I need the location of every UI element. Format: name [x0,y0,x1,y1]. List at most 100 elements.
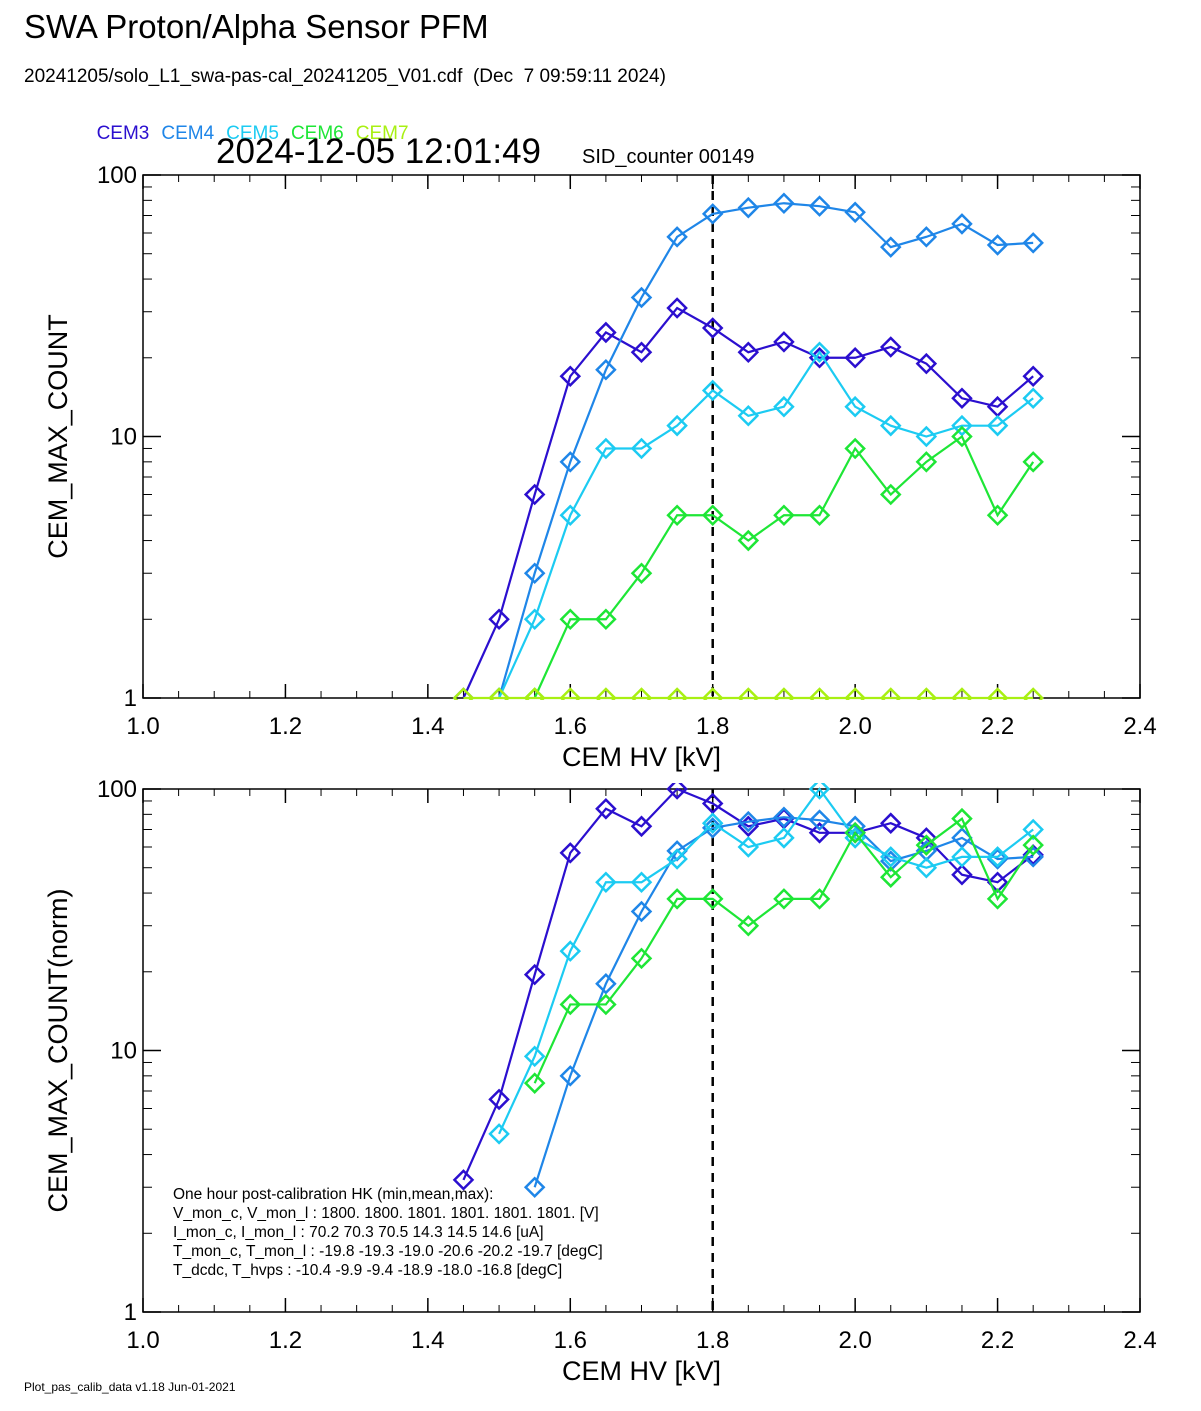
data-point [773,331,795,353]
x-tick-label: 1.0 [126,1327,159,1354]
file-subtitle: 20241205/solo_L1_swa-pas-cal_20241205_V0… [24,66,666,87]
series-cem6 [523,425,1044,700]
data-point [595,358,617,381]
series-line-cem6 [533,434,1035,699]
series-cem5 [488,783,1044,1145]
data-point [523,963,546,986]
data-point [488,1088,510,1111]
data-point [666,783,688,800]
data-point [630,815,653,838]
data-point [559,365,582,388]
data-point [808,809,831,831]
chart-top: 1.0 1.2 1.4 1.6 1.8 2.0 2.2 2.4 1 10 100 CEM HV [kV… [43,162,1157,772]
data-point [986,234,1009,256]
data-point [808,888,831,910]
data-point [523,1045,546,1068]
data-point [595,687,617,700]
data-point [666,888,688,910]
data-point [844,687,866,700]
data-point [666,848,688,870]
data-point [1022,451,1044,473]
x-tick-label: 1.2 [269,713,302,740]
x-tick-label: 1.8 [696,713,729,740]
data-point [951,687,973,700]
y-tick-label: 1 [124,1299,137,1326]
data-point [701,888,724,910]
hk-line: V_mon_c, V_mon_l : 1800. 1800. 1801. 180… [173,1205,599,1222]
data-point [844,201,866,224]
data-point [986,414,1009,437]
data-point [879,812,902,834]
data-point [630,687,653,700]
data-point [1022,687,1044,700]
legend-item-cem4: CEM4 [161,123,215,144]
data-point [773,395,795,418]
data-point [701,812,724,834]
data-point [559,608,582,631]
data-point [915,834,938,856]
data-point [915,687,938,700]
data-point [879,414,902,437]
data-point [701,317,724,339]
chart-bottom: 1.0 1.2 1.4 1.6 1.8 2.0 2.2 2.4 1 10 100 CEM HV [kV… [43,776,1157,1386]
series-cem6 [523,807,1044,1094]
data-point [666,226,688,248]
data-point [523,1176,546,1199]
data-point [630,341,653,364]
data-point [559,451,582,473]
data-point [595,321,617,344]
data-point [523,687,546,700]
data-point [737,529,760,552]
data-point [523,608,546,631]
x-tick-label: 1.2 [269,1327,302,1354]
data-point [523,1072,546,1094]
data-point [1022,834,1044,856]
x-axis-label: CEM HV [kV] [562,742,721,772]
data-point [986,504,1009,526]
data-point [630,562,653,585]
data-point [559,1065,582,1087]
x-tick-label: 1.4 [411,1327,444,1354]
data-point [844,395,866,418]
data-point [808,341,831,364]
x-axis-label: CEM HV [kV] [562,1356,721,1386]
y-tick-label: 10 [110,424,137,451]
data-point [666,504,688,526]
y-tick-label: 100 [97,162,137,189]
plot-frame [142,174,1141,699]
data-point [915,451,938,473]
data-point [773,806,795,828]
series-line-cem3 [462,306,1034,699]
data-point [701,203,724,225]
data-point [559,687,582,700]
data-point [773,888,795,910]
data-point [986,846,1009,868]
data-point [844,437,866,460]
series-line-cem4 [533,816,1034,1188]
y-axis-label: CEM_MAX_COUNT [43,314,73,559]
data-point [808,783,831,800]
legend-item-cem6: CEM6 [290,123,344,144]
series-line-cem4 [498,202,1034,699]
data-point [951,863,973,886]
data-point [523,562,546,585]
data-point [701,379,724,402]
data-point [666,414,688,437]
series-line-cem6 [533,816,1035,1084]
data-point [595,993,617,1016]
hk-line: One hour post-calibration HK (min,mean,m… [173,1186,493,1203]
data-point [595,437,617,460]
data-point [915,425,938,448]
x-tick-label: 2.4 [1123,1327,1156,1354]
data-point [808,687,831,700]
hk-line: T_dcdc, T_hvps : -10.4 -9.9 -9.4 -18.9 -… [173,1262,562,1279]
data-point [844,822,866,844]
data-point [879,336,902,358]
timestamp: 2024-12-05 12:01:49 [216,132,541,171]
x-tick-label: 1.8 [696,1327,729,1354]
data-point [879,866,902,888]
data-point [595,798,617,820]
legend: CEM3 CEM4 CEM5 CEM6 CEM7 [86,101,421,145]
data-point [737,196,760,219]
data-point [951,387,973,410]
